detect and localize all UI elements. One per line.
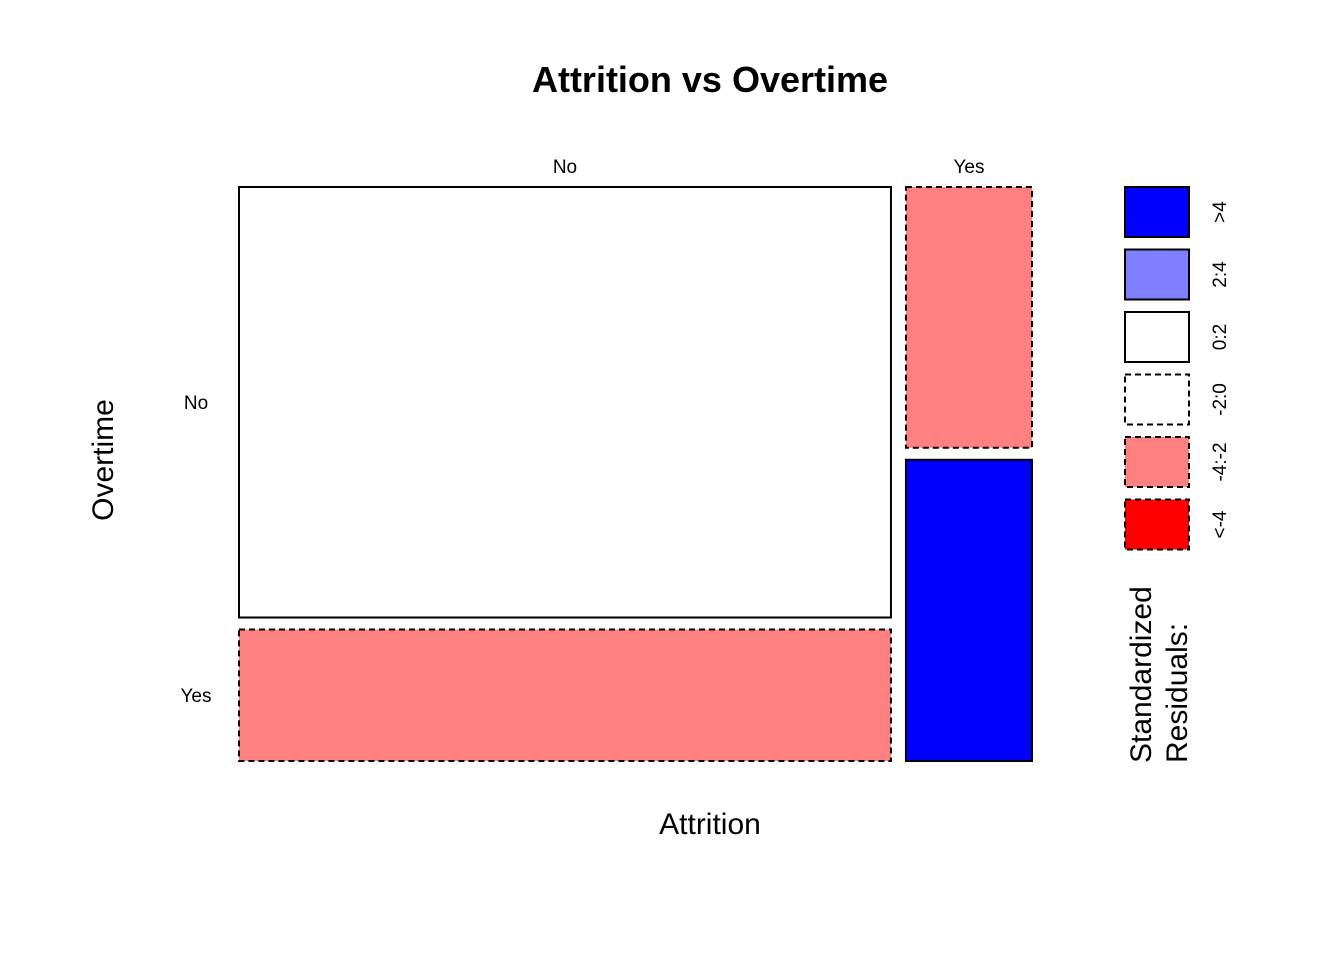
y-tick-yes: Yes: [181, 686, 212, 707]
legend-swatch-1: [1124, 186, 1190, 238]
legend-title: Standardized Residuals:: [1125, 586, 1194, 763]
cell-attrition-no-overtime-yes: [238, 628, 892, 762]
y-tick-labels: No Yes: [181, 393, 212, 707]
y-tick-no: No: [184, 393, 208, 414]
legend-swatch-3: [1124, 311, 1190, 363]
x-tick-labels: No Yes: [553, 157, 985, 178]
legend-title-line-1: Standardized: [1125, 586, 1158, 763]
x-axis-label: Attrition: [659, 808, 761, 841]
legend-swatch-5: [1124, 436, 1190, 488]
legend-swatch-2: [1124, 248, 1190, 301]
legend-swatch-4: [1124, 373, 1190, 426]
x-tick-yes: Yes: [953, 157, 984, 178]
legend-label-6: <-4: [1210, 510, 1231, 538]
legend-label-3: 0:2: [1210, 324, 1231, 350]
legend-label-4: -2:0: [1210, 383, 1231, 416]
x-tick-no: No: [553, 157, 577, 178]
legend: >4 2:4 0:2 -2:0 -4:-2 <-4: [1124, 186, 1231, 551]
legend-label-1: >4: [1210, 201, 1231, 223]
cell-attrition-yes-overtime-no: [904, 186, 1033, 449]
chart-title: Attrition vs Overtime: [532, 59, 888, 100]
cell-attrition-yes-overtime-yes: [904, 458, 1033, 762]
legend-label-2: 2:4: [1210, 261, 1231, 288]
cell-attrition-no-overtime-no: [238, 186, 892, 619]
mosaic-cells: [238, 186, 1033, 762]
legend-title-line-2: Residuals:: [1161, 623, 1194, 763]
legend-swatch-6: [1124, 498, 1190, 551]
y-axis-label: Overtime: [87, 399, 120, 521]
legend-label-5: -4:-2: [1210, 442, 1231, 481]
